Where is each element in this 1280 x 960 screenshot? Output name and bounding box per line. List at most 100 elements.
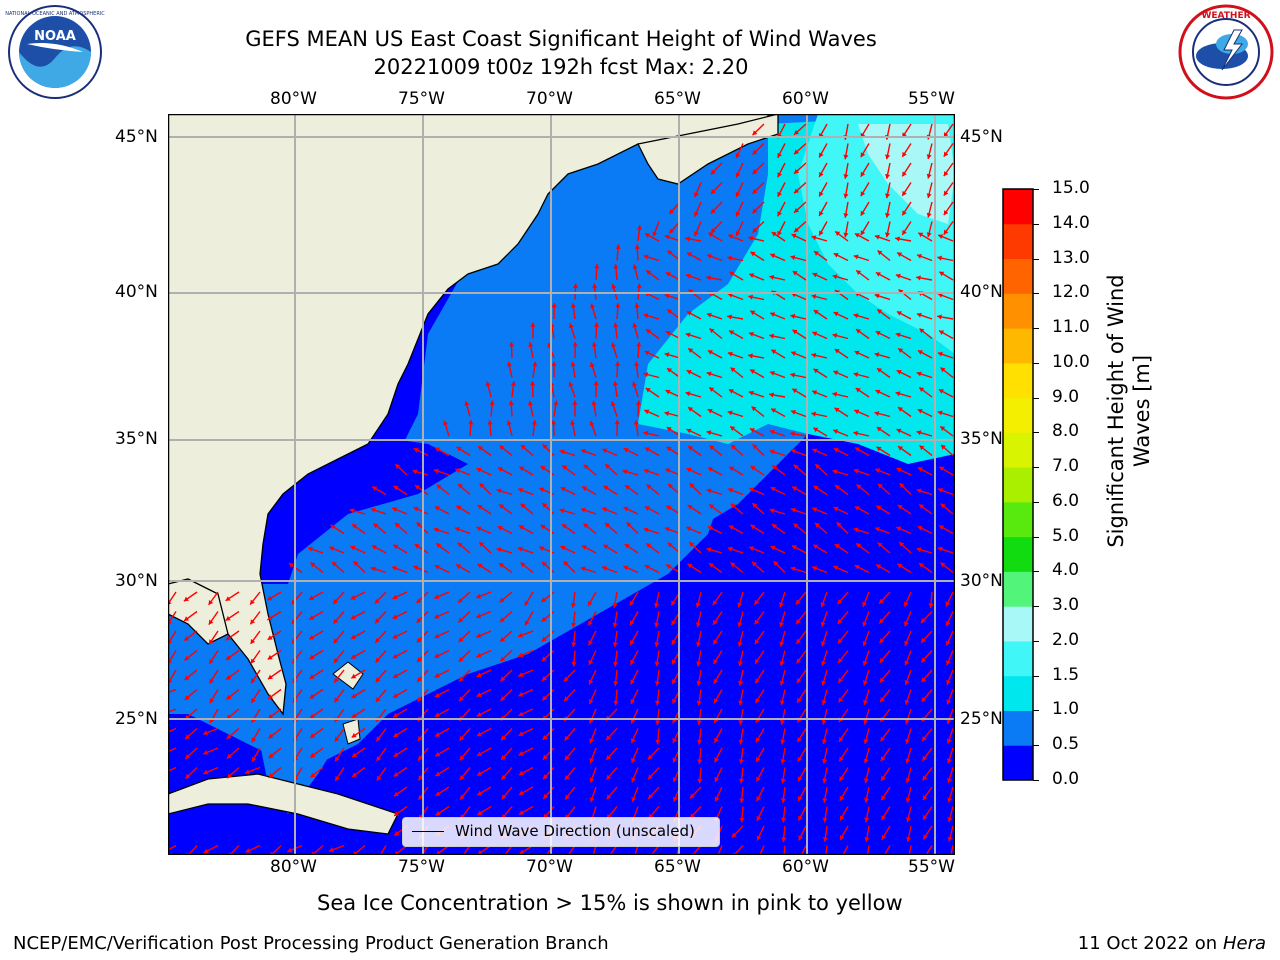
wind-wave-arrowhead xyxy=(926,212,932,218)
wind-wave-arrowhead xyxy=(770,253,776,259)
wind-wave-arrowhead xyxy=(644,565,650,570)
wind-wave-arrowhead xyxy=(435,751,441,757)
colorbar-tick xyxy=(1033,362,1039,364)
wind-wave-arrowhead xyxy=(309,595,314,600)
wind-wave-arrowhead xyxy=(820,602,826,607)
wind-wave-arrowhead xyxy=(819,191,824,197)
wind-wave-arrowhead xyxy=(310,733,315,738)
colorbar-swatch xyxy=(1003,328,1033,364)
wind-wave-arrowhead xyxy=(903,601,909,607)
wind-wave-arrowhead xyxy=(770,487,776,492)
wind-wave-arrowhead xyxy=(435,791,441,796)
wind-wave-arrowhead xyxy=(559,508,565,514)
wind-wave-arrowhead xyxy=(581,449,586,454)
wind-wave-arrowhead xyxy=(664,293,670,299)
wind-wave-arrowhead xyxy=(728,488,733,493)
wind-wave-arrowhead xyxy=(458,676,464,682)
footer-date: 11 Oct 2022 on xyxy=(1077,933,1223,954)
wind-wave-arrowhead xyxy=(798,835,803,841)
colorbar-tick-label: 9.0 xyxy=(1052,386,1080,407)
wind-wave-arrowhead xyxy=(572,283,579,288)
wind-wave-arrowhead xyxy=(518,488,523,493)
wind-wave-arrow xyxy=(608,845,618,855)
wind-wave-arrowhead xyxy=(477,849,483,855)
wind-wave-arrowhead xyxy=(251,756,257,762)
footer-left: NCEP/EMC/Verification Post Processing Pr… xyxy=(13,933,609,954)
wind-wave-arrowhead xyxy=(530,322,536,327)
wind-wave-arrowhead xyxy=(794,129,799,135)
wind-wave-arrowhead xyxy=(896,311,902,316)
wind-wave-arrowhead xyxy=(729,330,735,335)
wind-wave-arrowhead xyxy=(792,486,798,491)
wind-wave-arrowhead xyxy=(673,796,678,802)
wind-wave-arrowhead xyxy=(833,565,839,571)
lon-label-bottom: 80°W xyxy=(270,857,317,877)
wind-wave-arrowhead xyxy=(455,527,460,532)
wind-wave-arrowhead xyxy=(268,773,274,778)
wind-wave-arrowhead xyxy=(418,795,424,800)
wind-wave-arrowhead xyxy=(706,312,712,318)
wind-wave-arrowhead xyxy=(899,542,905,547)
wind-wave-arrowhead xyxy=(905,778,911,783)
wind-wave-arrowhead xyxy=(393,712,399,718)
wind-wave-arrowhead xyxy=(697,759,703,764)
wind-wave-arrowhead xyxy=(812,390,818,395)
wind-wave-arrowhead xyxy=(225,635,231,641)
wind-wave-arrowhead xyxy=(875,272,881,277)
wind-wave-arrowhead xyxy=(267,595,273,601)
wind-wave-arrowhead xyxy=(665,331,671,336)
wind-wave-arrowhead xyxy=(688,446,693,451)
wind-wave-arrowhead xyxy=(738,680,744,686)
colorbar xyxy=(1002,188,1034,781)
wind-wave-arrowhead xyxy=(855,447,861,452)
wind-wave-arrowhead xyxy=(672,757,678,763)
wind-wave-arrowhead xyxy=(226,753,232,759)
wind-wave-arrowhead xyxy=(652,231,658,237)
wind-wave-arrowhead xyxy=(518,672,524,677)
wind-wave-arrowhead xyxy=(729,466,735,472)
wind-wave-arrowhead xyxy=(413,448,419,453)
wind-wave-arrowhead xyxy=(623,448,629,453)
wind-wave-arrowhead xyxy=(832,274,838,280)
wind-wave-arrowhead xyxy=(854,350,860,356)
wind-wave-arrowhead xyxy=(334,677,339,683)
wind-wave-arrowhead xyxy=(752,188,758,194)
wind-wave-arrowhead xyxy=(835,485,840,490)
wind-wave-arrowhead xyxy=(464,401,470,406)
colorbar-tick xyxy=(1033,536,1039,538)
wind-wave-arrowhead xyxy=(583,464,589,470)
wind-wave-arrowhead xyxy=(333,638,339,644)
wind-wave-arrowhead xyxy=(349,508,355,514)
wind-wave-arrowhead xyxy=(937,314,942,320)
wind-wave-arrowhead xyxy=(623,506,629,512)
wind-wave-arrowhead xyxy=(517,546,523,552)
wind-wave-arrowhead xyxy=(791,545,797,550)
wind-wave-arrowhead xyxy=(329,847,334,853)
wind-wave-arrowhead xyxy=(902,190,907,196)
wind-wave-arrowhead xyxy=(539,546,545,551)
wind-wave-arrowhead xyxy=(714,757,719,763)
wind-wave-arrowhead xyxy=(880,697,885,703)
wind-wave-arrowhead xyxy=(672,777,678,783)
wind-wave-arrowhead xyxy=(771,408,777,413)
lon-label-top: 60°W xyxy=(782,89,829,109)
wind-wave-arrowhead xyxy=(667,309,673,314)
wind-wave-arrowhead xyxy=(820,621,826,627)
wind-wave-arrow xyxy=(925,845,933,855)
wind-wave-arrowhead xyxy=(748,353,753,359)
wind-wave-arrowhead xyxy=(916,275,921,281)
wind-wave-arrowhead xyxy=(695,622,701,628)
lon-label-bottom: 60°W xyxy=(782,857,829,877)
wind-wave-arrowhead xyxy=(781,837,787,842)
lat-label-left: 45°N xyxy=(115,127,158,147)
wind-wave-arrowhead xyxy=(835,231,841,236)
wind-wave-arrowhead xyxy=(710,208,716,214)
wind-wave-arrowhead xyxy=(706,371,712,377)
wind-wave-arrowhead xyxy=(518,632,523,638)
wind-wave-arrowhead xyxy=(375,697,381,702)
wind-wave-arrowhead xyxy=(443,420,448,426)
wind-wave-arrowhead xyxy=(335,756,340,762)
wind-wave-arrowhead xyxy=(898,407,903,412)
wind-wave-arrowhead xyxy=(612,603,618,608)
wind-wave-arrowhead xyxy=(614,361,621,366)
